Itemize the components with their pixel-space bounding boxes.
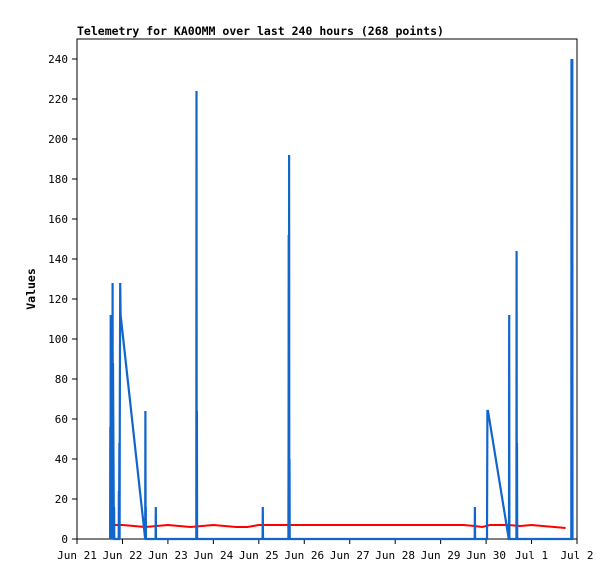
y-tick-label: 180 [48, 173, 68, 186]
x-tick-label: Jun 27 [330, 549, 370, 562]
x-tick-label: Jun 24 [193, 549, 233, 562]
y-tick-label: 220 [48, 93, 68, 106]
y-tick-label: 0 [61, 533, 68, 546]
x-tick-label: Jun 29 [421, 549, 461, 562]
y-axis: 0 20 40 60 80 100 120 140 160 180 200 220 240 [48, 53, 77, 546]
x-tick-label: Jun 26 [284, 549, 324, 562]
x-tick-label: Jun 28 [375, 549, 415, 562]
y-tick-label: 200 [48, 133, 68, 146]
x-tick-label: Jul 1 [515, 549, 548, 562]
y-tick-label: 120 [48, 293, 68, 306]
chart-title: Telemetry for KA0OMM over last 240 hours… [77, 24, 444, 38]
series-line-2 [109, 58, 574, 541]
y-axis-label: Values [24, 268, 38, 310]
y-tick-label: 20 [55, 493, 68, 506]
x-tick-label: Jul 2 [560, 549, 593, 562]
plot-frame [76, 38, 578, 540]
x-axis: Jun 21 Jun 22 Jun 23 Jun 24 Jun 25 Jun 26 Jun … [57, 539, 594, 562]
x-tick-label: Jun 21 [57, 549, 97, 562]
x-tick-label: Jun 23 [148, 549, 188, 562]
y-tick-label: 100 [48, 333, 68, 346]
x-tick-label: Jun 30 [466, 549, 506, 562]
y-tick-label: 60 [55, 413, 68, 426]
series-group [109, 58, 574, 541]
y-tick-label: 160 [48, 213, 68, 226]
y-tick-label: 80 [55, 373, 68, 386]
y-tick-label: 140 [48, 253, 68, 266]
x-tick-label: Jun 22 [103, 549, 143, 562]
y-tick-label: 40 [55, 453, 68, 466]
x-tick-label: Jun 25 [239, 549, 279, 562]
series-line-1 [109, 523, 566, 529]
y-tick-label: 240 [48, 53, 68, 66]
